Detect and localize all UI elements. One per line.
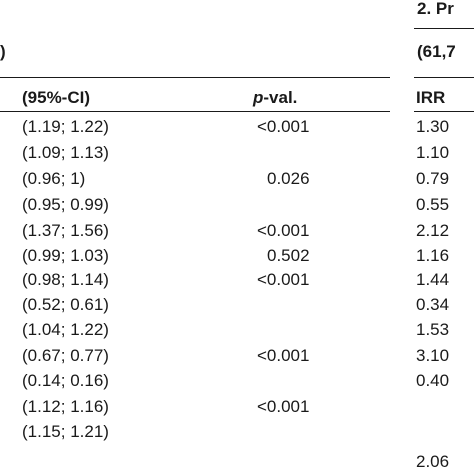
table-row-8-ci: (0.52; 0.61): [22, 295, 109, 314]
table-row-3-irr: 0.79: [416, 169, 450, 188]
table-row-2-irr: 1.10: [416, 143, 450, 162]
table-row-11-irr: 0.40: [416, 371, 450, 390]
group-title-fragment: 2. Pr: [417, 0, 454, 18]
table-row-6-irr: 1.16: [416, 246, 450, 265]
table-row-4-ci: (0.95; 0.99): [22, 195, 109, 214]
table-row-5-p: <0.001: [257, 221, 310, 240]
table-row-1-irr: 1.30: [416, 117, 450, 136]
table-row-1-ci: (1.19; 1.22): [22, 117, 109, 136]
header-rule-right: [414, 111, 474, 112]
pval-italic-p: p: [253, 88, 264, 107]
table-row-13-ci: (1.15; 1.21): [22, 422, 109, 441]
table-row-3-p: 0.026: [267, 169, 310, 188]
table-row-10-ci: (0.67; 0.77): [22, 346, 109, 365]
table-row-5-irr: 2.12: [416, 221, 450, 240]
table-row-9-ci: (1.04; 1.22): [22, 320, 109, 339]
left-header-fragment: ): [0, 42, 6, 61]
mid-rule-right: [414, 77, 474, 78]
table-row-6-ci: (0.99; 1.03): [22, 246, 109, 265]
right-header-fragment: (61,7: [417, 42, 456, 61]
table-row-5-ci: (1.37; 1.56): [22, 221, 109, 240]
table-row-8-irr: 0.34: [416, 295, 450, 314]
table-row-7-irr: 1.44: [416, 270, 450, 289]
table-row-12-ci: (1.12; 1.16): [22, 397, 109, 416]
table-row-4-irr: 0.55: [416, 195, 450, 214]
column-header-irr: IRR: [416, 88, 446, 107]
pval-rest: -val.: [263, 88, 298, 107]
column-header-ci: (95%-CI): [22, 88, 91, 107]
table-row-9-irr: 1.53: [416, 320, 450, 339]
table-row-10-irr: 3.10: [416, 346, 450, 365]
mid-rule-left: [0, 77, 390, 78]
table-row-11-ci: (0.14; 0.16): [22, 371, 109, 390]
table-row-7-p: <0.001: [257, 270, 310, 289]
table-row-3-ci: (0.96; 1): [22, 169, 86, 188]
table-row-1-p: <0.001: [257, 117, 310, 136]
table-row-6-p: 0.502: [267, 246, 310, 265]
table-row-7-ci: (0.98; 1.14): [22, 270, 109, 289]
table-row-2-ci: (1.09; 1.13): [22, 143, 109, 162]
table-row-10-p: <0.001: [257, 346, 310, 365]
top-rule-right: [414, 28, 474, 29]
table-row-14-irr: 2.06: [416, 452, 450, 471]
column-header-pval: p-val.: [253, 88, 297, 108]
table-row-12-p: <0.001: [257, 397, 310, 416]
header-rule-left: [0, 111, 390, 112]
